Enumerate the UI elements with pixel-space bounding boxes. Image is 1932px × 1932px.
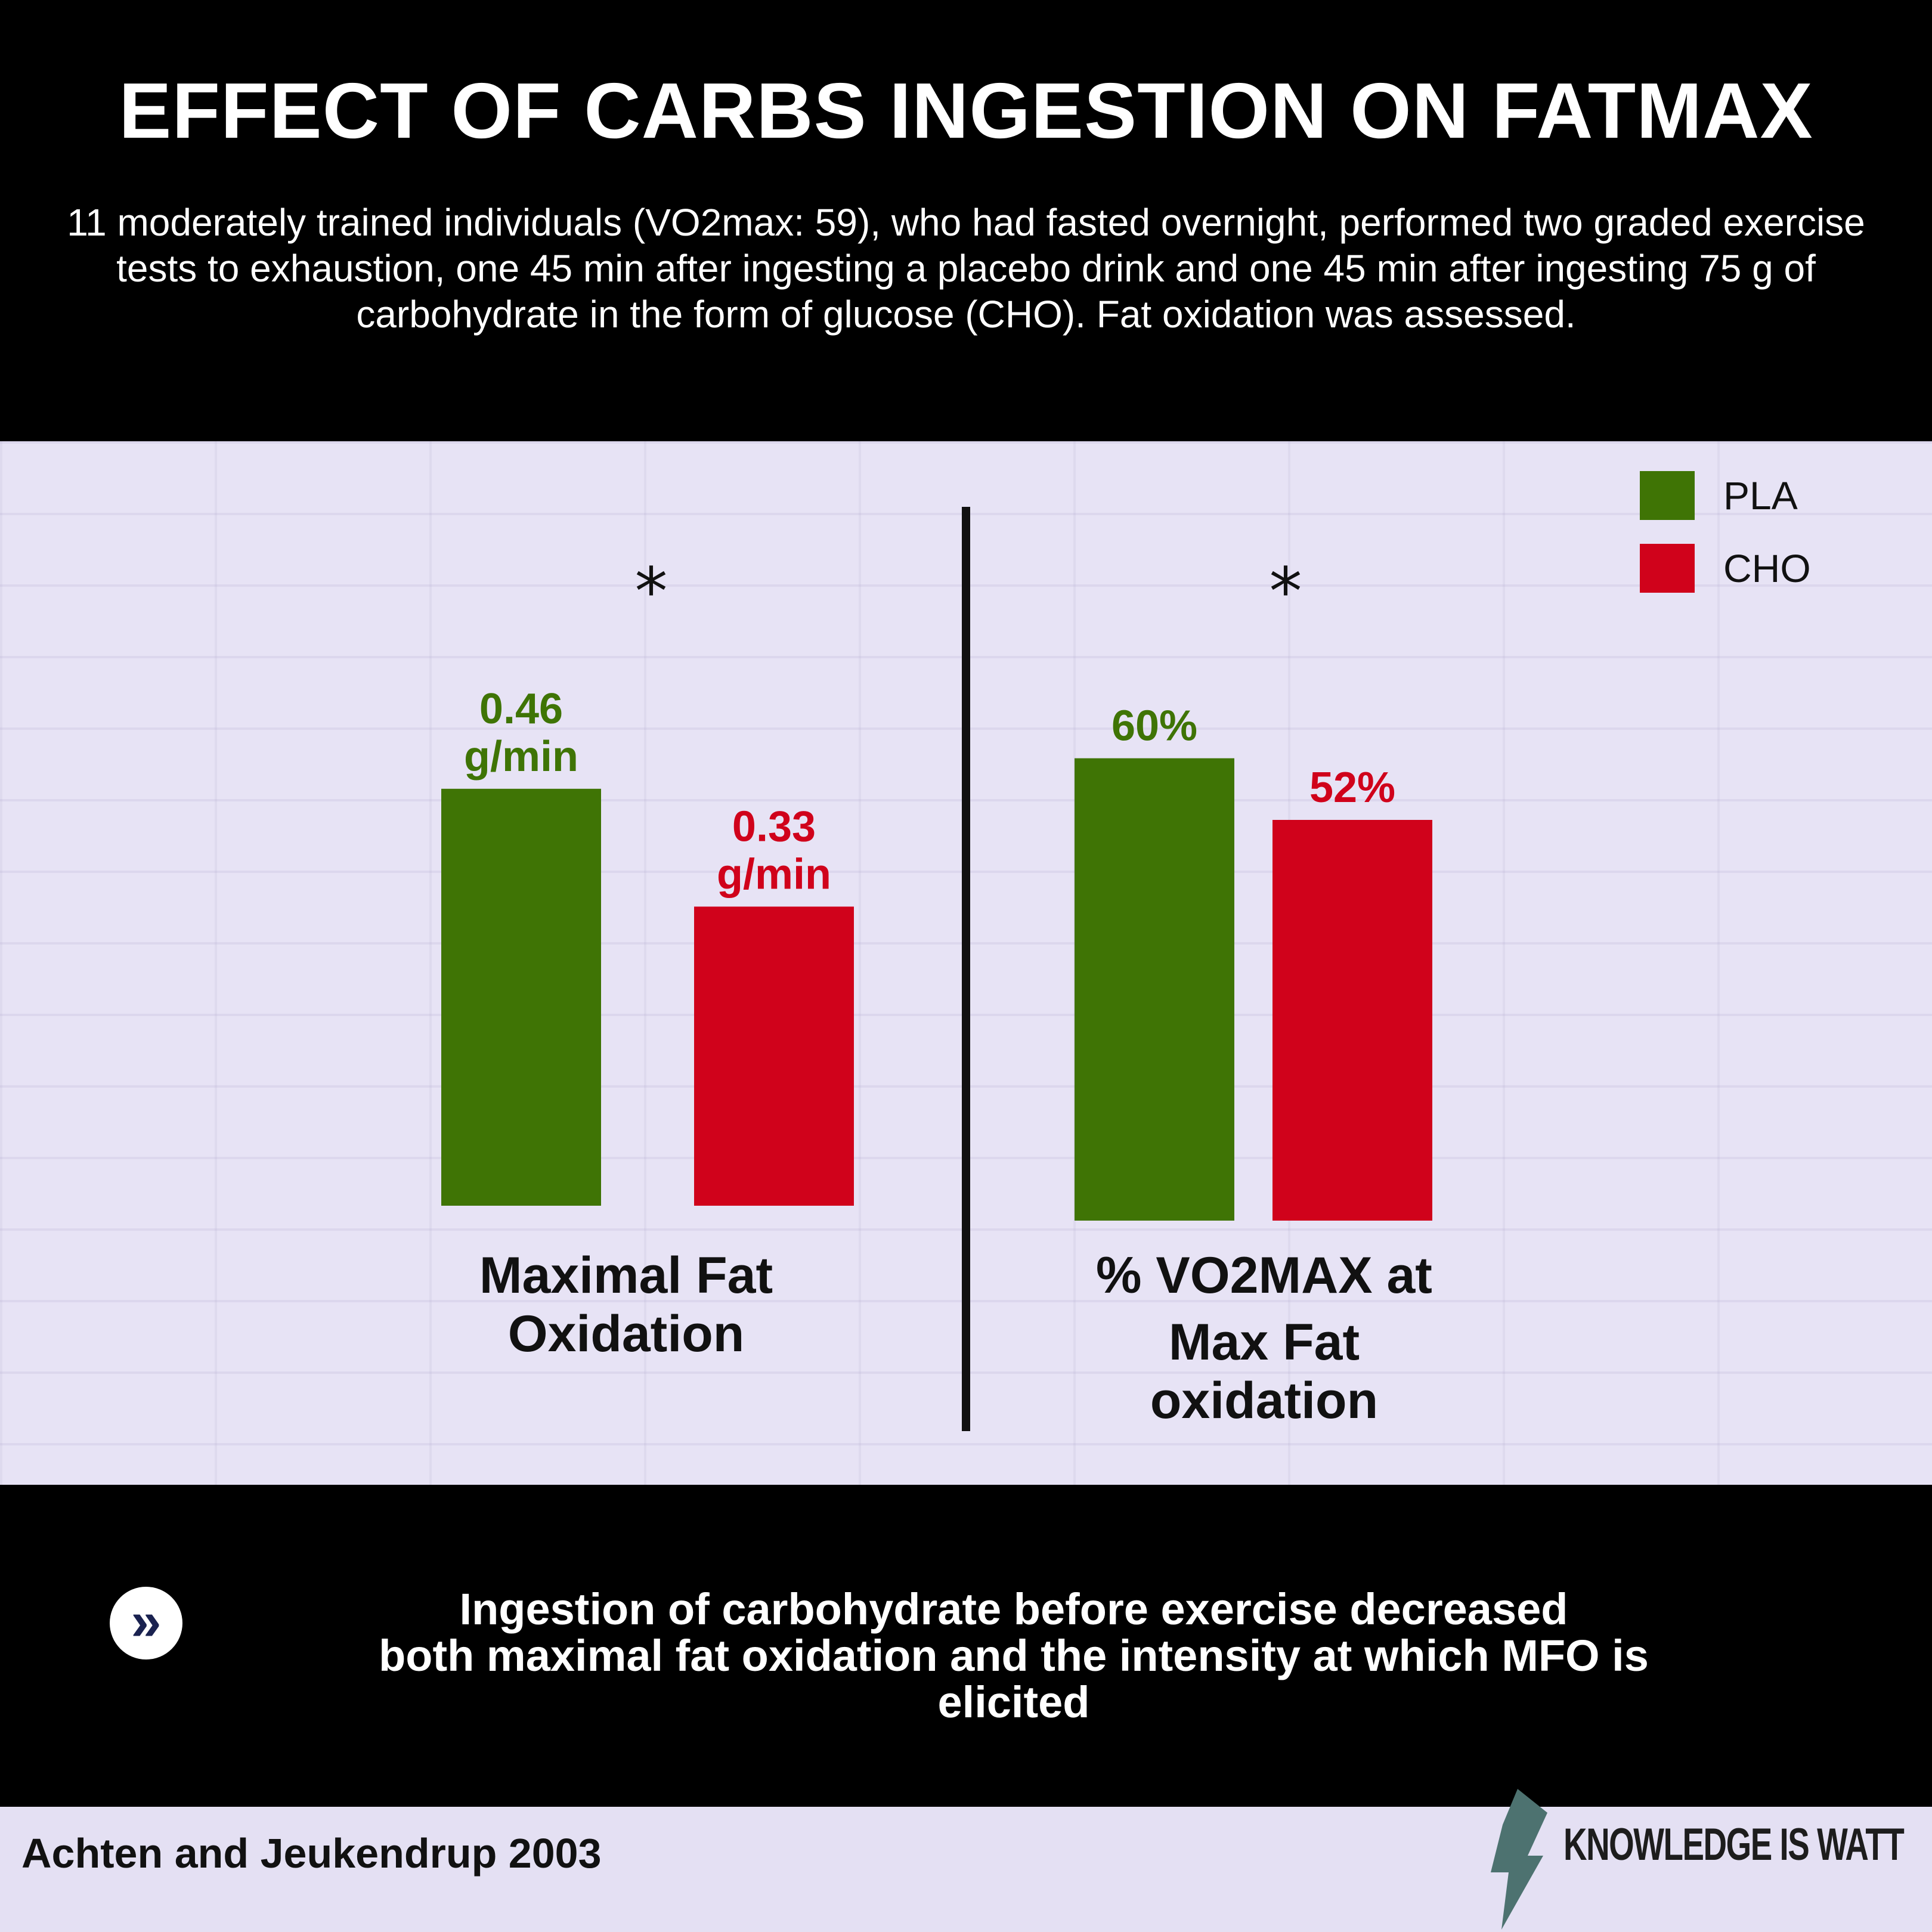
right-panel-title-line2: Max Fat [1168,1314,1360,1371]
legend: PLA CHO [1640,459,1811,605]
bar-mfo-cho [694,906,854,1206]
left-panel-title-line1: Maximal Fat [479,1247,773,1304]
right-panel-title-line1: % VO2MAX at [1096,1247,1432,1304]
right-panel-title-line3: oxidation [1150,1372,1379,1429]
data-label-vo2-cho-0: 52% [1309,764,1395,812]
right-panel-title: % VO2MAX at Max Fat oxidation [1014,1246,1515,1430]
conclusion-line3: elicited [937,1677,1090,1727]
bar-vo2-pla [1075,758,1234,1221]
data-label-vo2-pla-0: 60% [1111,702,1197,750]
significance-marker-vo2: * [1270,553,1302,630]
left-panel-title: Maximal Fat Oxidation [382,1246,871,1363]
header: EFFECT OF CARBS INGESTION ON FATMAX 11 m… [0,0,1932,441]
conclusion-banner [0,1485,1932,1807]
data-label-mfo-cho-0: 0.33 [732,803,816,850]
bar-mfo-pla [441,788,601,1206]
data-label-mfo-cho-1: g/min [717,850,831,898]
brand-logo-text: KNOWLEDGE IS WATT [1563,1819,1905,1870]
study-description: 11 moderately trained individuals (VO2ma… [67,201,1865,336]
bar-vo2-cho [1272,820,1432,1221]
legend-swatch-cho [1640,544,1695,593]
legend-label-pla: PLA [1723,473,1798,518]
citation: Achten and Jeukendrup 2003 [21,1830,602,1877]
data-label-mfo-pla-1: g/min [464,733,578,781]
footer [0,1807,1932,1932]
conclusion-text: Ingestion of carbohydrate before exercis… [239,1586,1789,1726]
page-title: EFFECT OF CARBS INGESTION ON FATMAX [119,67,1813,154]
data-label-mfo-pla-0: 0.46 [479,685,563,733]
lightning-bolt-icon [1491,1789,1547,1930]
conclusion-line1: Ingestion of carbohydrate before exercis… [459,1584,1568,1634]
legend-label-cho: CHO [1723,546,1811,590]
significance-marker-mfo: * [635,553,668,630]
legend-item-cho: CHO [1640,532,1811,605]
chart-area: 0.46 g/min 0.33 g/min * 60% 52% * Maximal Fat O… [0,441,1932,1485]
legend-item-pla: PLA [1640,459,1811,532]
conclusion-line2: both maximal fat oxidation and the inten… [379,1631,1649,1680]
left-panel-title-line2: Oxidation [507,1305,745,1363]
double-chevron-right-icon: » [110,1587,182,1659]
legend-swatch-pla [1640,471,1695,520]
